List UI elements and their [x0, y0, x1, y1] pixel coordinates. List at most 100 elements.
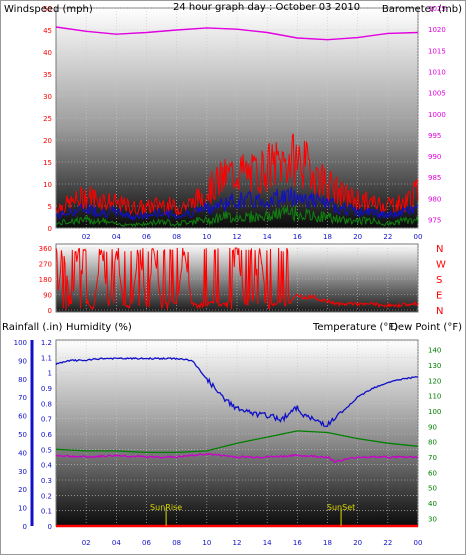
humidity-tick-label: 50 — [18, 431, 27, 439]
humidity-tick-label: 70 — [18, 394, 27, 402]
humidity-tick-label: 20 — [18, 486, 27, 494]
windspeed-tick-label: 15 — [43, 159, 52, 167]
barometer-tick-label: 985 — [428, 174, 441, 182]
rain-humidity-grid — [56, 341, 419, 527]
humidity-axis-label: Humidity (%) — [66, 322, 132, 333]
humidity-tick-label: 40 — [18, 449, 27, 457]
direction-tick-label: 90 — [43, 292, 52, 300]
humidity-series — [55, 356, 418, 428]
rain-time-tick-label: 18 — [323, 539, 332, 547]
barometer-tick-label: 1000 — [428, 111, 446, 119]
temperature-series — [55, 430, 419, 454]
barometer-tick-label: 1020 — [428, 26, 446, 34]
direction-tick-label: 0 — [48, 307, 52, 315]
windspeed-tick-label: 30 — [43, 93, 52, 101]
barometer-tick-label: 990 — [428, 153, 441, 161]
windspeed-tick-label: 35 — [43, 71, 52, 79]
temperature-tick-label: 50 — [428, 485, 437, 493]
barometer-tick-label: 1005 — [428, 90, 446, 98]
direction-tick-label: 270 — [39, 261, 52, 269]
temperature-axis-label: Temperature (°F) — [312, 322, 398, 333]
chart-title: 24 hour graph day : October 03 2010 — [173, 2, 360, 13]
temperature-tick-label: 110 — [428, 393, 441, 401]
humidity-tick-label: 0 — [23, 523, 27, 531]
wind-time-tick-label: 16 — [293, 233, 302, 241]
windspeed-tick-label: 20 — [43, 137, 52, 145]
windspeed-axis-label: Windspeed (mph) — [4, 4, 93, 15]
humidity-tick-label: 100 — [14, 339, 27, 347]
compass-tick-label: S — [436, 275, 442, 286]
barometer-tick-label: 1025 — [428, 5, 446, 13]
dewpoint-series — [55, 452, 419, 464]
windspeed-tick-label: 40 — [43, 49, 52, 57]
windspeed-axis: 0 5 10 15 20 25 30 35 40 45 50 — [43, 5, 52, 233]
humidity-tick-label: 30 — [18, 468, 27, 476]
temperature-tick-label: 130 — [428, 362, 441, 370]
wind-barometer-grid — [56, 7, 419, 229]
rainfall-tick-label: 0.8 — [41, 400, 52, 408]
wind-time-tick-label: 18 — [323, 233, 332, 241]
rainfall-tick-label: 1.2 — [41, 339, 52, 347]
wind-time-tick-label: 12 — [233, 233, 242, 241]
wind-time-tick-label: 08 — [172, 233, 181, 241]
humidity-tick-label: 90 — [18, 357, 27, 365]
temperature-tick-label: 120 — [428, 377, 441, 385]
rainfall-tick-label: 1.1 — [41, 354, 52, 362]
sun-marker-label: SunRise — [150, 503, 182, 512]
wind-time-tick-label: 04 — [112, 233, 121, 241]
rain-time-tick-label: 02 — [82, 539, 91, 547]
direction-tick-label: 360 — [39, 245, 52, 253]
compass-tick-label: E — [436, 291, 442, 302]
wind-time-tick-label: 20 — [353, 233, 362, 241]
humidity-tick-label: 10 — [18, 505, 27, 513]
temperature-tick-label: 40 — [428, 500, 437, 508]
wind-time-tick-label: 00 — [414, 233, 423, 241]
temperature-tick-label: 70 — [428, 454, 437, 462]
rain-time-tick-label: 20 — [353, 539, 362, 547]
wind-time-axis: 02 04 06 08 10 12 14 16 18 20 22 00 — [82, 233, 423, 241]
barometer-series — [55, 26, 419, 41]
wind-speed-series — [55, 186, 419, 222]
wind-time-tick-label: 02 — [82, 233, 91, 241]
windspeed-tick-label: 10 — [43, 181, 52, 189]
barometer-tick-label: 1015 — [428, 47, 446, 55]
humidity-axis: 0 10 20 30 40 50 60 70 80 90 100 — [14, 339, 27, 531]
temperature-tick-label: 140 — [428, 347, 441, 355]
rain-time-tick-label: 06 — [142, 539, 151, 547]
humidity-tick-label: 60 — [18, 413, 27, 421]
sun-marker-label: SunSet — [327, 503, 355, 512]
rainfall-tick-label: 0.4 — [41, 462, 53, 470]
windspeed-tick-label: 5 — [48, 203, 52, 211]
humidity-tick-label: 80 — [18, 376, 27, 384]
rain-time-tick-label: 10 — [202, 539, 211, 547]
wind-time-tick-label: 22 — [383, 233, 392, 241]
dewpoint-axis-label: Dew Point (°F) — [390, 322, 462, 333]
rain-time-tick-label: 04 — [112, 539, 121, 547]
wind-gust-series — [55, 133, 419, 217]
barometer-tick-label: 980 — [428, 195, 441, 203]
rain-time-axis: 02 04 06 08 10 12 14 16 18 20 22 00 — [82, 539, 423, 547]
rainfall-tick-label: 1 — [48, 370, 52, 378]
windspeed-tick-label: 50 — [43, 5, 52, 13]
wind-low-series — [55, 205, 419, 228]
rainfall-tick-label: 0.1 — [41, 508, 52, 516]
temperature-axis: 30 40 50 60 70 80 90 100 110 120 130 140 — [428, 347, 441, 524]
compass-tick-label: W — [436, 260, 446, 271]
rain-time-tick-label: 08 — [172, 539, 181, 547]
temperature-tick-label: 100 — [428, 408, 441, 416]
barometer-tick-label: 975 — [428, 217, 441, 225]
wind-time-tick-label: 10 — [202, 233, 211, 241]
rainfall-tick-label: 0.3 — [41, 477, 52, 485]
wind-direction-marks — [55, 247, 419, 311]
windspeed-tick-label: 0 — [48, 225, 52, 233]
rain-time-tick-label: 00 — [414, 539, 423, 547]
rainfall-axis-label: Rainfall (.in) — [2, 322, 63, 333]
barometer-tick-label: 1010 — [428, 68, 446, 76]
windspeed-tick-label: 25 — [43, 115, 52, 123]
compass-tick-label: N — [436, 244, 443, 255]
rain-humidity-marks — [55, 356, 419, 528]
barometer-tick-label: 995 — [428, 132, 441, 140]
temperature-tick-label: 60 — [428, 469, 437, 477]
